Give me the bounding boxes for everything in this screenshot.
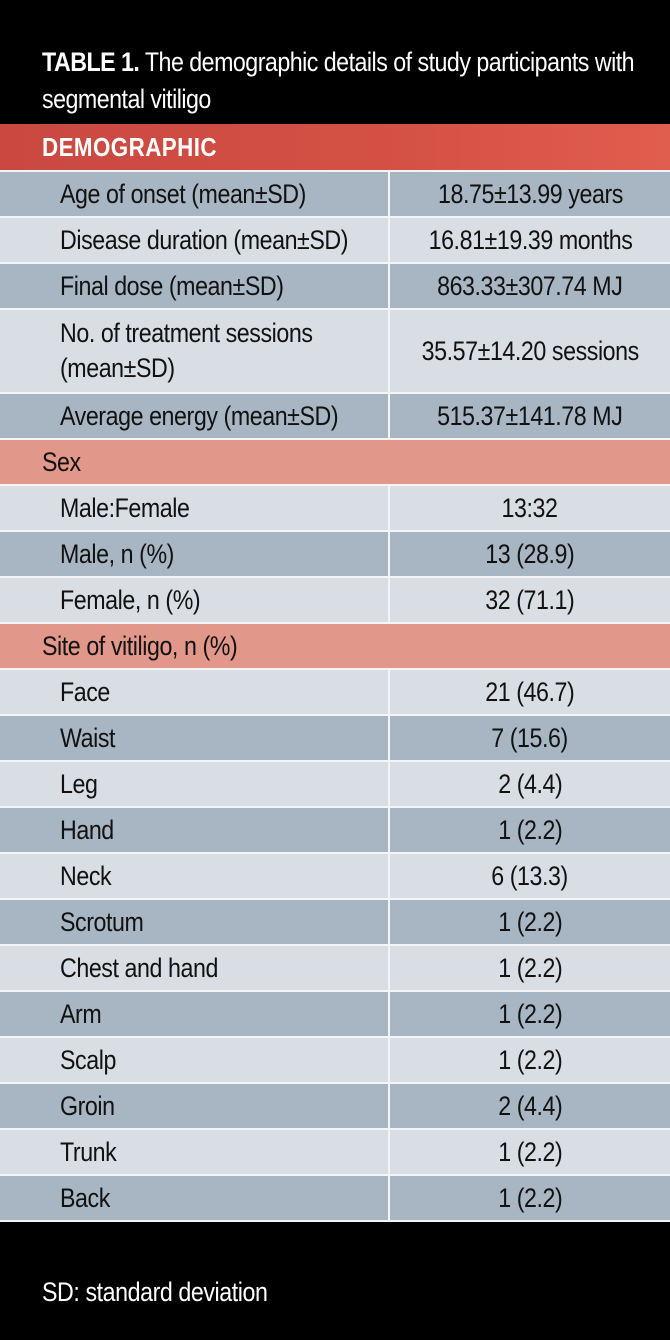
- table-row: Final dose (mean±SD) 863.33±307.74 MJ: [0, 264, 670, 310]
- row-label: Groin: [60, 1090, 115, 1121]
- table-footnote: SD: standard deviation: [0, 1268, 670, 1318]
- row-value: 13 (28.9): [485, 538, 575, 569]
- table-row: Male, n (%) 13 (28.9): [0, 532, 670, 578]
- row-value: 1 (2.2): [497, 1044, 563, 1075]
- demographic-header-row: DEMOGRAPHIC: [0, 124, 670, 172]
- row-label: Male, n (%): [60, 538, 174, 569]
- row-value: 21 (46.7): [485, 676, 575, 707]
- row-label: Average energy (mean±SD): [60, 400, 339, 431]
- row-value: 6 (13.3): [491, 860, 569, 891]
- row-value: 1 (2.2): [497, 1136, 563, 1167]
- site-header-row: Site of vitiligo, n (%): [0, 624, 670, 670]
- row-label: Leg: [60, 768, 98, 799]
- table-row: Groin 2 (4.4): [0, 1084, 670, 1130]
- row-label: Female, n (%): [60, 584, 201, 615]
- row-label: Chest and hand: [60, 952, 218, 983]
- site-header: Site of vitiligo, n (%): [42, 630, 238, 661]
- table-row: Disease duration (mean±SD) 16.81±19.39 m…: [0, 218, 670, 264]
- row-value: 32 (71.1): [485, 584, 575, 615]
- row-label: Waist: [60, 722, 116, 753]
- row-value: 35.57±14.20 sessions: [421, 335, 639, 366]
- table-row: Average energy (mean±SD) 515.37±141.78 M…: [0, 394, 670, 440]
- table-row: Age of onset (mean±SD) 18.75±13.99 years: [0, 172, 670, 218]
- row-label: Trunk: [60, 1136, 117, 1167]
- row-value: 2 (4.4): [497, 768, 563, 799]
- caption-label: TABLE 1.: [42, 47, 140, 77]
- row-label: Age of onset (mean±SD): [60, 178, 306, 209]
- row-label: No. of treatment sessions (mean±SD): [60, 318, 313, 383]
- row-value: 863.33±307.74 MJ: [437, 270, 623, 301]
- demographic-header: DEMOGRAPHIC: [42, 131, 217, 162]
- row-label: Final dose (mean±SD): [60, 270, 284, 301]
- row-value: 7 (15.6): [491, 722, 569, 753]
- row-label: Disease duration (mean±SD): [60, 224, 349, 255]
- table-row: Scalp 1 (2.2): [0, 1038, 670, 1084]
- sex-header-row: Sex: [0, 440, 670, 486]
- table-caption: TABLE 1. The demographic details of stud…: [42, 44, 661, 118]
- table-row: Trunk 1 (2.2): [0, 1130, 670, 1176]
- row-value: 2 (4.4): [497, 1090, 563, 1121]
- row-label: Neck: [60, 860, 112, 891]
- table-row: Male:Female 13:32: [0, 486, 670, 532]
- row-label: Scrotum: [60, 906, 144, 937]
- table-row: Waist 7 (15.6): [0, 716, 670, 762]
- sex-header: Sex: [42, 446, 81, 477]
- row-value: 1 (2.2): [497, 998, 563, 1029]
- row-value: 515.37±141.78 MJ: [437, 400, 623, 431]
- table-row: Leg 2 (4.4): [0, 762, 670, 808]
- table-row: Scrotum 1 (2.2): [0, 900, 670, 946]
- row-label: Scalp: [60, 1044, 116, 1075]
- row-value: 1 (2.2): [497, 1182, 563, 1213]
- table-row: Back 1 (2.2): [0, 1176, 670, 1222]
- table-row: Hand 1 (2.2): [0, 808, 670, 854]
- row-value: 1 (2.2): [497, 952, 563, 983]
- table-row: No. of treatment sessions (mean±SD) 35.5…: [0, 310, 670, 394]
- table-row: Female, n (%) 32 (71.1): [0, 578, 670, 624]
- row-value: 1 (2.2): [497, 906, 563, 937]
- footnote-text: SD: standard deviation: [42, 1277, 268, 1307]
- row-label: Arm: [60, 998, 102, 1029]
- row-label: Hand: [60, 814, 114, 845]
- row-label: Back: [60, 1182, 110, 1213]
- row-label: Face: [60, 676, 110, 707]
- table-row: Arm 1 (2.2): [0, 992, 670, 1038]
- row-value: 13:32: [502, 492, 558, 523]
- table-row: Chest and hand 1 (2.2): [0, 946, 670, 992]
- row-value: 1 (2.2): [497, 814, 563, 845]
- table-row: Neck 6 (13.3): [0, 854, 670, 900]
- row-value: 16.81±19.39 months: [428, 224, 632, 255]
- row-label: Male:Female: [60, 492, 190, 523]
- table-row: Face 21 (46.7): [0, 670, 670, 716]
- caption-text: The demographic details of study partici…: [42, 47, 635, 114]
- row-value: 18.75±13.99 years: [437, 178, 623, 209]
- demographics-table: DEMOGRAPHIC Age of onset (mean±SD) 18.75…: [0, 124, 670, 1222]
